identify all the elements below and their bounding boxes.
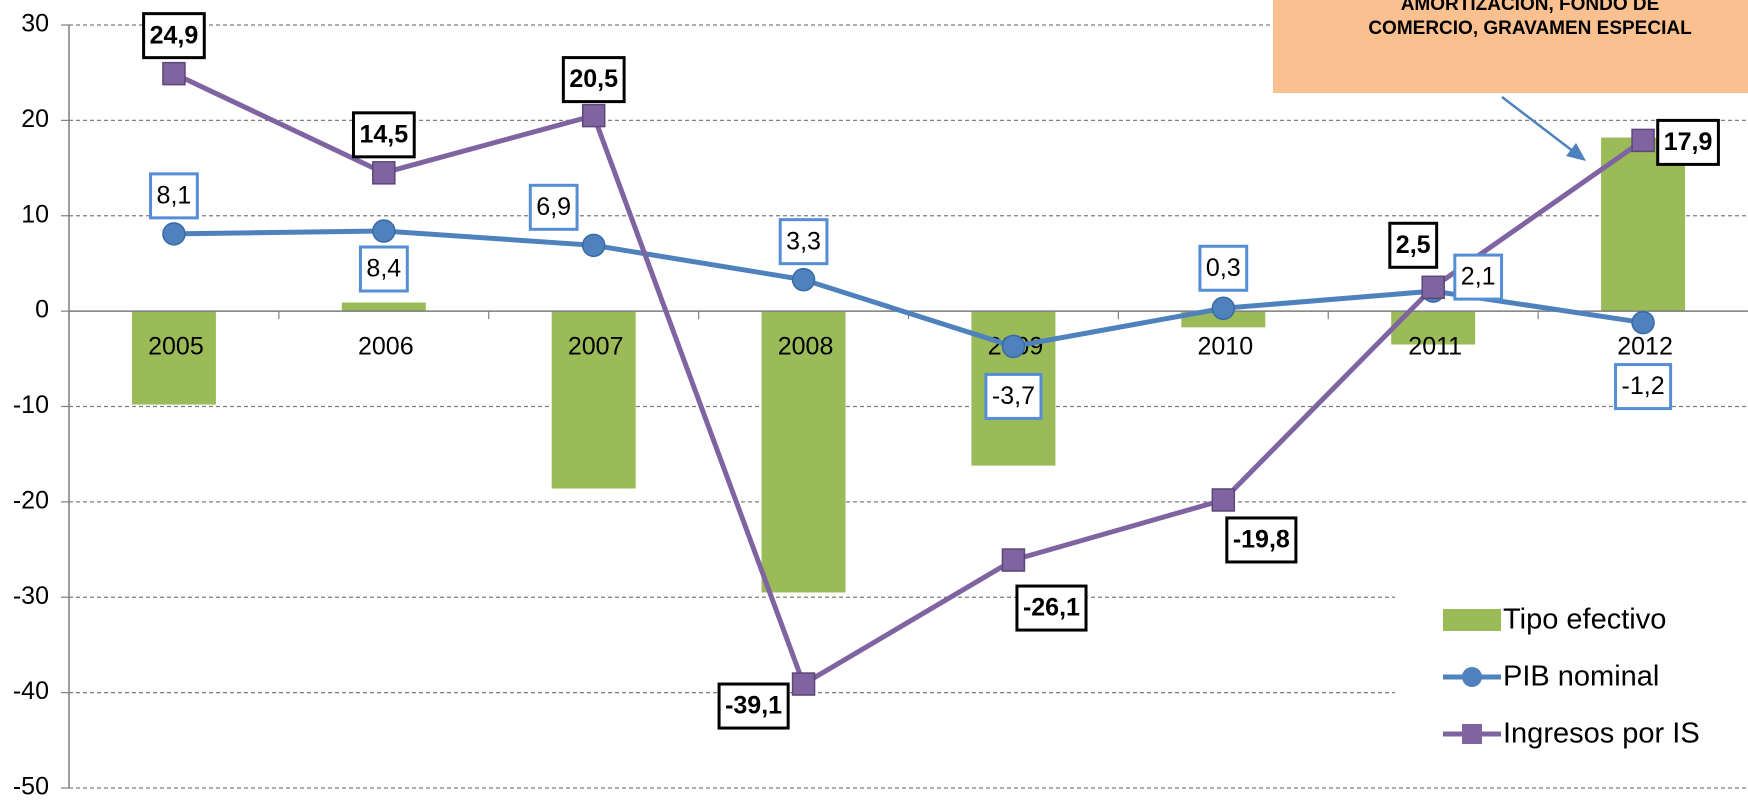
marker (1211, 296, 1236, 321)
data-label: -39,1 (725, 692, 782, 720)
bar (1601, 137, 1686, 312)
data-label: 14,5 (359, 120, 408, 148)
legend-label: Tipo efectivo (1503, 604, 1666, 636)
data-label: 2,5 (1396, 231, 1431, 259)
y-tick-label: -40 (13, 677, 49, 705)
bar (551, 311, 636, 489)
data-label-box (1198, 244, 1249, 292)
data-label-box (1453, 253, 1504, 301)
data-label: 3,3 (786, 227, 821, 255)
bar (761, 311, 846, 593)
data-label: -26,1 (1023, 594, 1080, 622)
legend-label: Ingresos por IS (1503, 718, 1700, 750)
data-label-box (149, 172, 199, 220)
data-label-box (358, 245, 409, 293)
marker (1001, 548, 1026, 572)
data-label: 20,5 (569, 65, 618, 93)
annotation-text: COMERCIO, GRAVAMEN ESPECIAL (1368, 18, 1692, 39)
x-tick-label: 2011 (1408, 333, 1462, 361)
x-tick-label: 2008 (778, 333, 834, 361)
x-tick-label: 2006 (358, 333, 414, 361)
data-label-box (1015, 584, 1088, 632)
annotation-arrow (1501, 96, 1579, 156)
bar (341, 302, 426, 312)
marker (791, 672, 816, 696)
x-tick-label: 2010 (1198, 333, 1254, 361)
annotation-box (1273, 0, 1748, 93)
data-label-box (1388, 221, 1439, 269)
y-tick-label: 20 (21, 105, 49, 133)
data-label: 6,9 (536, 193, 571, 221)
marker (1421, 275, 1445, 300)
data-label: -3,7 (992, 382, 1035, 410)
marker (791, 267, 816, 292)
marker (581, 103, 606, 128)
annotation-text: AMORTIZACIÓN, FONDO DE (1401, 0, 1660, 15)
legend-swatch (1443, 609, 1501, 631)
x-tick-label: 2007 (568, 333, 624, 361)
data-label: 0,3 (1206, 254, 1241, 282)
marker (1211, 488, 1236, 512)
data-label: 8,1 (157, 181, 192, 209)
line (173, 228, 1644, 349)
annotation-arrowhead (1566, 143, 1586, 161)
legend-label: PIB nominal (1503, 661, 1659, 693)
data-label-box (561, 56, 626, 104)
x-tick-label: 2005 (148, 333, 204, 361)
data-label: -1,2 (1622, 372, 1665, 400)
line (172, 71, 1645, 688)
data-label-box (351, 111, 416, 159)
marker (162, 61, 186, 86)
y-tick-label: -30 (13, 582, 49, 610)
data-label-box (778, 218, 829, 266)
marker (1631, 310, 1655, 335)
marker (162, 222, 186, 246)
data-label: -19,8 (1233, 526, 1290, 554)
data-label: 2,1 (1461, 263, 1496, 291)
data-label: 8,4 (366, 255, 401, 283)
y-tick-label: 30 (21, 10, 49, 38)
data-label: 17,9 (1664, 128, 1713, 156)
y-tick-label: 10 (21, 200, 49, 228)
marker (372, 219, 396, 243)
data-label-box (1614, 363, 1673, 411)
data-label-box (528, 183, 579, 231)
y-tick-label: -50 (13, 773, 49, 801)
y-tick-label: -10 (13, 391, 49, 419)
legend-marker (1462, 667, 1482, 687)
marker (372, 161, 396, 185)
x-tick-label: 2012 (1617, 333, 1673, 361)
data-label-box (142, 12, 206, 60)
marker (1631, 128, 1655, 153)
marker (581, 233, 606, 258)
y-tick-label: -20 (13, 486, 49, 514)
bar (131, 311, 216, 405)
y-tick-label: 0 (35, 296, 49, 324)
legend-marker (1462, 724, 1482, 744)
data-label-box (717, 682, 790, 730)
data-label-box (1656, 118, 1720, 166)
data-label-box (1225, 516, 1298, 564)
marker (1001, 334, 1026, 359)
data-label: 24,9 (150, 21, 199, 49)
data-label-box (984, 372, 1043, 420)
